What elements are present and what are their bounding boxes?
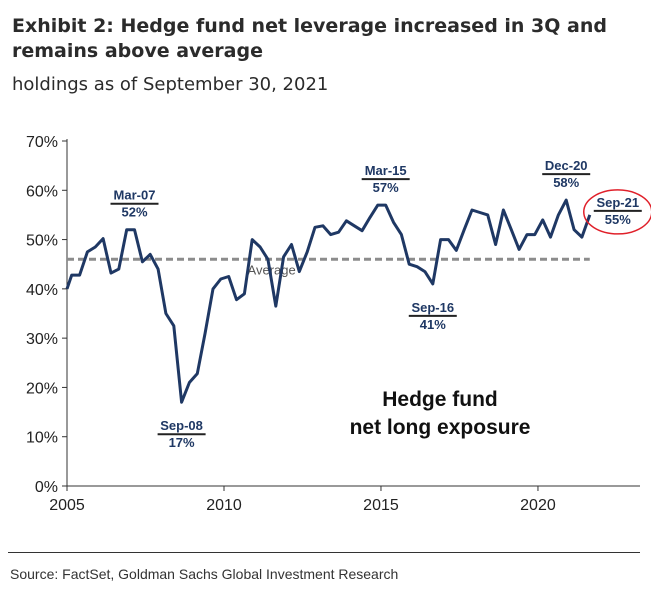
annotation-date: Sep-16 — [411, 300, 454, 315]
y-tick-label: 50% — [26, 233, 58, 250]
y-tick-label: 30% — [26, 331, 58, 348]
average-line-label: Average — [248, 262, 296, 277]
in-chart-label: Hedge fund — [382, 388, 498, 411]
annotation-value: 41% — [420, 317, 446, 332]
annotation-date: Dec-20 — [545, 158, 588, 173]
annotation-date: Sep-21 — [596, 195, 639, 210]
x-tick-label: 2010 — [206, 497, 242, 514]
source-note: Source: FactSet, Goldman Sachs Global In… — [10, 566, 399, 582]
chart-title: Exhibit 2: Hedge fund net leverage incre… — [12, 15, 607, 62]
x-tick-label: 2005 — [49, 497, 85, 514]
annotation-date: Sep-08 — [160, 418, 203, 433]
highlight-circle — [583, 189, 651, 235]
y-tick-label: 60% — [26, 183, 58, 200]
chart-subtitle: holdings as of September 30, 2021 — [12, 74, 329, 95]
annotation-value: 57% — [373, 180, 399, 195]
y-tick-label: 40% — [26, 282, 58, 299]
in-chart-label: net long exposure — [350, 416, 531, 439]
annotation-date: Mar-07 — [114, 188, 156, 203]
y-tick-label: 20% — [26, 380, 58, 397]
annotation-value: 52% — [121, 205, 147, 220]
x-tick-label: 2020 — [520, 497, 556, 514]
annotation-value: 58% — [553, 175, 579, 190]
x-tick-label: 2015 — [363, 497, 399, 514]
net-leverage-chart: 0% 10% 20% 30% 40% 50% 60% 70% 2005 2010 2015 2020 A… — [26, 134, 651, 514]
y-tick-label: 0% — [35, 479, 58, 496]
y-tick-label: 10% — [26, 430, 58, 447]
annotation-date: Mar-15 — [365, 163, 407, 178]
annotation-value: 55% — [605, 212, 631, 227]
annotation-value: 17% — [169, 435, 195, 450]
net-long-exposure-line — [65, 198, 592, 404]
y-tick-label: 70% — [26, 134, 58, 151]
footer-divider — [8, 552, 640, 553]
